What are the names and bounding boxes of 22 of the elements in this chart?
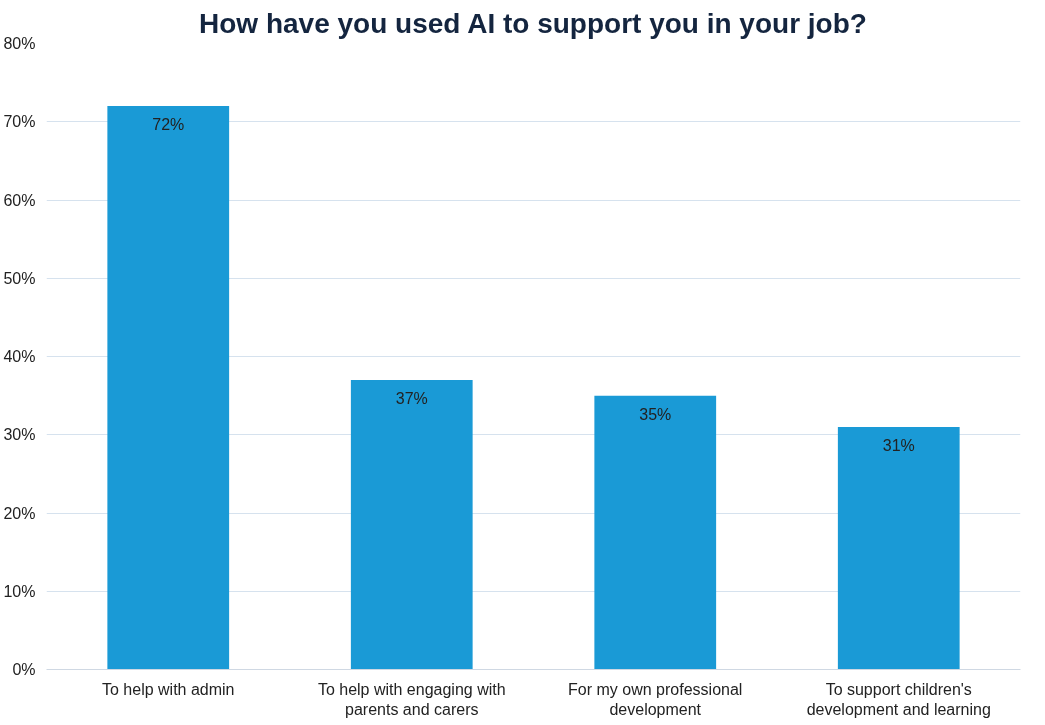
y-tick-label: 50% bbox=[3, 269, 36, 287]
bar bbox=[350, 379, 473, 670]
y-tick-label: 10% bbox=[3, 582, 36, 600]
bar bbox=[594, 395, 717, 670]
y-tick-label: 0% bbox=[12, 661, 36, 678]
y-tick-label: 80% bbox=[3, 35, 36, 52]
y-tick-label: 60% bbox=[3, 191, 36, 209]
y-tick-label: 40% bbox=[3, 348, 36, 365]
x-tick-label: For my own professional development bbox=[568, 680, 743, 718]
data-label: 72% bbox=[152, 116, 185, 134]
data-label: 37% bbox=[395, 389, 428, 407]
chart-title: How have you used AI to support you in your job? bbox=[199, 7, 867, 39]
bar bbox=[107, 106, 230, 670]
bar bbox=[837, 426, 960, 670]
x-tick-label: To support children's development and learning bbox=[806, 680, 991, 718]
y-tick-label: 20% bbox=[3, 504, 36, 522]
data-label: 35% bbox=[639, 405, 672, 423]
x-tick-label: To help with admin bbox=[101, 680, 235, 698]
y-tick-label: 30% bbox=[3, 426, 36, 444]
x-tick-label: To help with engaging with parents and carers bbox=[317, 680, 506, 718]
data-label: 31% bbox=[882, 436, 915, 454]
y-tick-label: 70% bbox=[3, 113, 36, 131]
